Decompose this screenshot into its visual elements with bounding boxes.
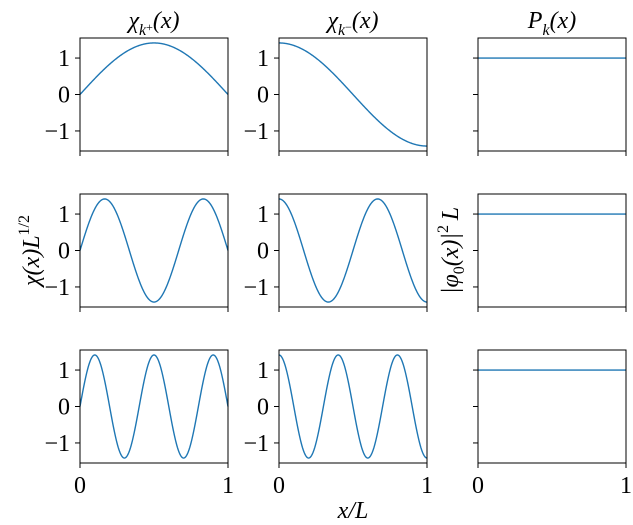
x-tick-label: 0	[472, 473, 484, 499]
y-tick-label: 0	[58, 395, 70, 421]
series-line-chi_plus-k1	[79, 42, 229, 95]
x-tick-label: 1	[222, 473, 234, 499]
series-line-chi_minus-k1	[278, 42, 428, 147]
panel-r1-c2	[473, 193, 627, 312]
series-line-chi_minus-k5	[278, 354, 428, 459]
axes-frame	[477, 37, 627, 152]
column-title-2: χk−(x)	[325, 8, 378, 39]
y-tick-label: 0	[257, 83, 269, 109]
y-tick-label: 0	[257, 239, 269, 265]
y-tick-label: 0	[257, 395, 269, 421]
series-line-chi_minus-k3	[278, 198, 428, 303]
x-axis-label: x/L	[337, 498, 369, 524]
series-line-chi_plus-k3	[79, 198, 229, 303]
series-line-chi_plus-k5	[79, 354, 229, 459]
column-title-1: χk+(x)	[126, 8, 179, 39]
x-tick-label: 0	[273, 473, 285, 499]
y-tick-label: −1	[243, 431, 269, 457]
y-tick-label: 0	[58, 83, 70, 109]
axes-frame	[477, 193, 627, 308]
panel-r1-c0: −1 0 1	[44, 193, 229, 312]
axes-frame	[79, 193, 229, 308]
panel-r1-c1: −1 0 1	[243, 193, 428, 312]
panel-r0-c0: −1 0 1	[44, 37, 229, 156]
y-tick-label: 0	[58, 239, 70, 265]
y-tick-label: −1	[44, 275, 70, 301]
y-axis-label-left: χ(x)L1/2	[16, 215, 45, 288]
x-tick-label: 1	[421, 473, 433, 499]
y-tick-label: 1	[257, 46, 269, 72]
y-tick-label: 1	[58, 46, 70, 72]
panel-r0-c2	[473, 37, 627, 156]
y-tick-label: −1	[44, 119, 70, 145]
axes-frame	[477, 349, 627, 464]
y-tick-label: 1	[58, 202, 70, 228]
column-title-3: Pk(x)	[527, 8, 576, 39]
y-axis-label-right: |φ0(x)|2 L	[435, 207, 468, 294]
y-tick-label: 1	[257, 358, 269, 384]
y-tick-label: 1	[257, 202, 269, 228]
axes-frame	[79, 349, 229, 464]
x-tick-label: 1	[620, 473, 632, 499]
y-tick-label: −1	[243, 119, 269, 145]
y-tick-label: 1	[58, 358, 70, 384]
x-tick-label: 0	[74, 473, 86, 499]
y-tick-label: −1	[44, 431, 70, 457]
axes-frame	[79, 37, 229, 152]
y-tick-label: −1	[243, 275, 269, 301]
panel-r0-c1: −1 0 1	[243, 37, 428, 156]
